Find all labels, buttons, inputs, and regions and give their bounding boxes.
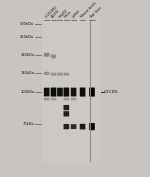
Text: 300kDa: 300kDa bbox=[20, 22, 34, 26]
Text: A-549: A-549 bbox=[51, 9, 61, 19]
FancyBboxPatch shape bbox=[57, 88, 63, 96]
Text: Mouse brain: Mouse brain bbox=[80, 1, 98, 19]
Text: HeLa: HeLa bbox=[64, 10, 73, 19]
FancyBboxPatch shape bbox=[80, 87, 85, 97]
FancyBboxPatch shape bbox=[80, 124, 85, 129]
FancyBboxPatch shape bbox=[89, 123, 95, 130]
Text: 130kDa: 130kDa bbox=[20, 71, 34, 75]
FancyBboxPatch shape bbox=[64, 98, 69, 100]
Text: 180kDa: 180kDa bbox=[20, 53, 34, 57]
FancyBboxPatch shape bbox=[44, 98, 49, 100]
FancyBboxPatch shape bbox=[57, 73, 63, 76]
Text: HepG2: HepG2 bbox=[57, 8, 69, 19]
Text: 100kDa: 100kDa bbox=[20, 90, 34, 94]
FancyBboxPatch shape bbox=[44, 53, 49, 56]
FancyBboxPatch shape bbox=[89, 87, 95, 97]
FancyBboxPatch shape bbox=[63, 87, 69, 97]
Text: 70kDa: 70kDa bbox=[22, 122, 34, 126]
FancyBboxPatch shape bbox=[71, 124, 76, 129]
FancyBboxPatch shape bbox=[51, 98, 56, 100]
FancyBboxPatch shape bbox=[63, 105, 69, 110]
Text: Rat liver: Rat liver bbox=[90, 6, 102, 19]
FancyBboxPatch shape bbox=[63, 124, 69, 129]
FancyBboxPatch shape bbox=[63, 111, 69, 116]
Text: C2CD5: C2CD5 bbox=[104, 90, 119, 94]
FancyBboxPatch shape bbox=[71, 98, 76, 100]
Text: U-251MG: U-251MG bbox=[44, 5, 58, 19]
Circle shape bbox=[53, 57, 54, 59]
FancyBboxPatch shape bbox=[64, 73, 69, 76]
Text: Jurkat: Jurkat bbox=[71, 9, 81, 19]
FancyBboxPatch shape bbox=[71, 88, 76, 96]
FancyBboxPatch shape bbox=[51, 55, 56, 58]
FancyBboxPatch shape bbox=[44, 72, 49, 75]
Bar bbox=[42, 20, 100, 162]
Circle shape bbox=[46, 54, 48, 57]
FancyBboxPatch shape bbox=[51, 73, 56, 76]
FancyBboxPatch shape bbox=[51, 87, 56, 97]
FancyBboxPatch shape bbox=[44, 88, 50, 96]
Text: 250kDa: 250kDa bbox=[20, 35, 34, 39]
